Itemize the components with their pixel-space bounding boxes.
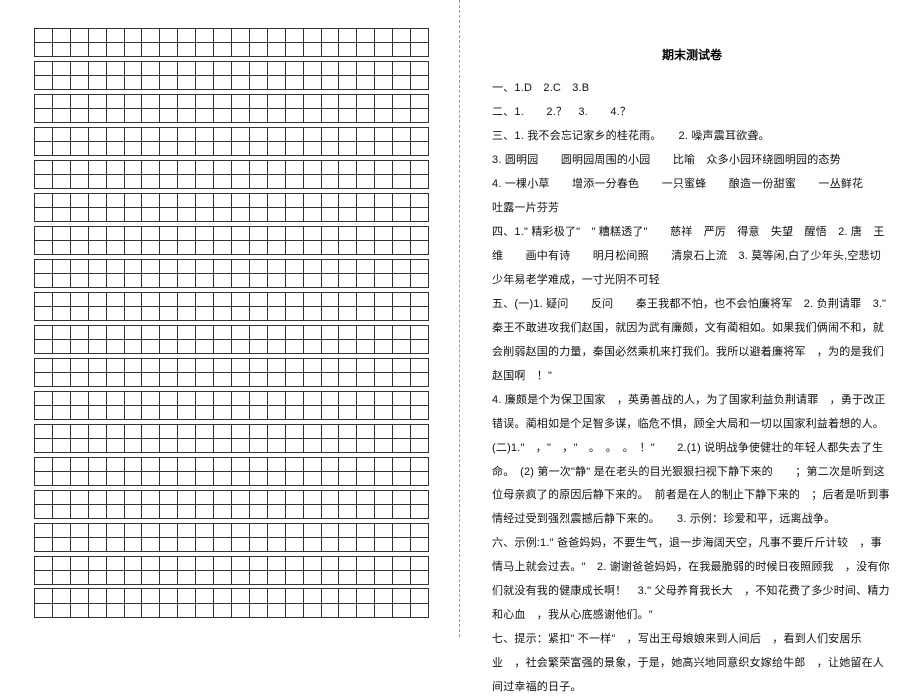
grid-block bbox=[34, 391, 429, 420]
answer-line: 六、示例:1." 爸爸妈妈，不要生气，退一步海阔天空，凡事不要斤斤计较 ，事情马… bbox=[492, 532, 892, 628]
answer-line: 二、1. 2.？ 3. 4.？ bbox=[492, 101, 892, 125]
answer-line: 七、提示：紧扣" 不一样" ，写出王母娘娘来到人间后 ，看到人们安居乐业 ，社会… bbox=[492, 628, 892, 700]
answer-line: 四、1." 精彩极了" " 糟糕透了" 慈祥 严厉 得意 失望 醒悟 2. 唐 … bbox=[492, 221, 892, 293]
answer-line: 一、1.D 2.C 3.B bbox=[492, 77, 892, 101]
answer-line: 3. 圆明园 圆明园周围的小园 比喻 众多小园环绕圆明园的态势 bbox=[492, 149, 892, 173]
answer-line: 4. 一棵小草 增添一分春色 一只蜜蜂 酿造一份甜蜜 一丛鲜花 吐露一片芬芳 bbox=[492, 173, 892, 221]
page-title: 期末测试卷 bbox=[492, 46, 892, 63]
grid-block bbox=[34, 523, 429, 552]
grid-block bbox=[34, 292, 429, 321]
answer-line: 五、(一)1. 疑问 反问 秦王我都不怕，也不会怕廉将军 2. 负荆请罪 3."… bbox=[492, 293, 892, 389]
answer-line: 三、1. 我不会忘记家乡的桂花雨。 2. 噪声震耳欲聋。 bbox=[492, 125, 892, 149]
grid-block bbox=[34, 94, 429, 123]
grid-block bbox=[34, 556, 429, 585]
answer-grid-pane bbox=[0, 0, 460, 637]
grid-block bbox=[34, 490, 429, 519]
grid-block bbox=[34, 358, 429, 387]
grid-block bbox=[34, 588, 429, 617]
grid-block bbox=[34, 325, 429, 354]
grid-block bbox=[34, 259, 429, 288]
answer-line: (二)1." ，" ，" 。 。 。 ！" 2.(1) 说明战争使健壮的年轻人都… bbox=[492, 437, 892, 533]
answer-grid bbox=[34, 28, 429, 618]
grid-block bbox=[34, 193, 429, 222]
grid-block bbox=[34, 28, 429, 57]
answer-line: 4. 廉颇是个为保卫国家 ，英勇善战的人，为了国家利益负荆请罪 ，勇于改正错误。… bbox=[492, 389, 892, 437]
grid-block bbox=[34, 424, 429, 453]
grid-block bbox=[34, 160, 429, 189]
grid-block bbox=[34, 127, 429, 156]
grid-block bbox=[34, 226, 429, 255]
grid-block bbox=[34, 457, 429, 486]
answer-text-pane: 期末测试卷 一、1.D 2.C 3.B二、1. 2.？ 3. 4.？三、1. 我… bbox=[460, 0, 920, 637]
answer-body: 一、1.D 2.C 3.B二、1. 2.？ 3. 4.？三、1. 我不会忘记家乡… bbox=[492, 77, 892, 700]
grid-block bbox=[34, 61, 429, 90]
